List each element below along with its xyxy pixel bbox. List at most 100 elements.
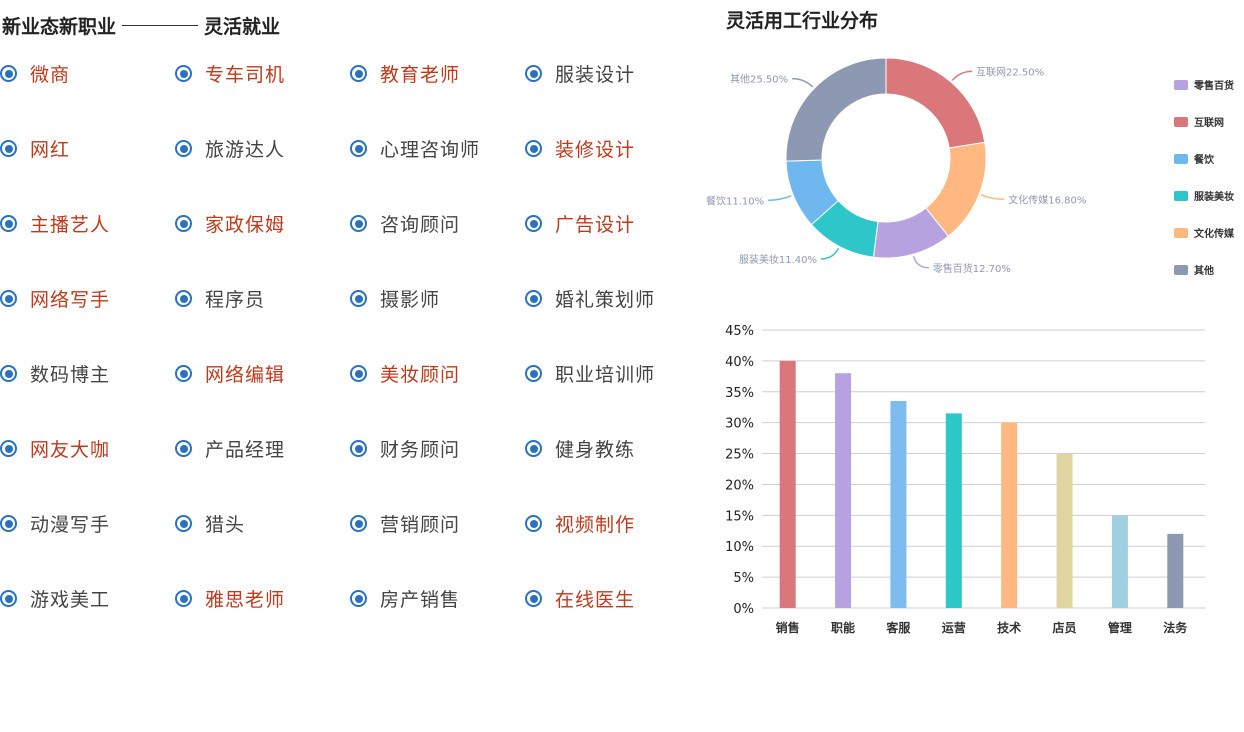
radio-bullet-icon — [175, 65, 192, 82]
radio-bullet-icon — [525, 140, 542, 157]
y-tick-label: 35% — [725, 386, 754, 401]
job-item[interactable]: 健身教练 — [525, 435, 635, 462]
radio-bullet-icon — [175, 215, 192, 232]
legend-item[interactable]: 餐饮 — [1174, 153, 1215, 166]
job-item[interactable]: 美妆顾问 — [350, 360, 460, 387]
job-item[interactable]: 雅思老师 — [175, 585, 285, 612]
job-label: 网友大咖 — [30, 439, 111, 461]
bar — [1111, 515, 1128, 608]
radio-bullet-icon — [175, 590, 192, 607]
y-tick-label: 15% — [725, 509, 754, 524]
radio-bullet-icon — [525, 215, 542, 232]
job-item[interactable]: 网络写手 — [0, 285, 110, 312]
job-item[interactable]: 职业培训师 — [525, 360, 655, 387]
job-label: 心理咨询师 — [380, 139, 481, 161]
slice-label: 其他25.50% — [730, 73, 788, 86]
job-label: 主播艺人 — [30, 214, 111, 236]
radio-bullet-icon — [0, 440, 17, 457]
radio-bullet-icon — [175, 515, 192, 532]
radio-bullet-icon — [0, 590, 17, 607]
job-label: 广告设计 — [555, 214, 636, 236]
y-tick-label: 30% — [725, 417, 754, 432]
radio-bullet-icon — [0, 365, 17, 382]
slice-label: 文化传媒16.80% — [1008, 193, 1086, 206]
radio-bullet-icon — [0, 65, 17, 82]
y-tick-label: 5% — [733, 571, 754, 586]
job-label: 装修设计 — [555, 139, 636, 161]
y-tick-label: 20% — [725, 478, 754, 493]
x-tick-label: 职能 — [831, 620, 855, 635]
job-label: 视频制作 — [555, 514, 636, 536]
bar — [890, 401, 907, 608]
job-item[interactable]: 数码博主 — [0, 360, 110, 387]
job-label: 职业培训师 — [555, 364, 656, 386]
legend-swatch — [1174, 228, 1188, 238]
x-tick-label: 运营 — [942, 620, 966, 635]
donut-chart: 互联网22.50% 文化传媒16.80% 零售百货12.70% 服装美妆11.40% 餐… — [706, 57, 1235, 277]
job-item[interactable]: 微商 — [0, 60, 70, 87]
legend-item[interactable]: 文化传媒 — [1174, 227, 1235, 240]
job-label: 摄影师 — [380, 289, 441, 311]
job-label: 咨询顾问 — [380, 214, 461, 236]
bar — [1056, 453, 1073, 608]
job-item[interactable]: 在线医生 — [525, 585, 635, 612]
radio-bullet-icon — [350, 140, 367, 157]
job-label: 家政保姆 — [205, 214, 286, 236]
job-item[interactable]: 视频制作 — [525, 510, 635, 537]
job-item[interactable]: 婚礼策划师 — [525, 285, 655, 312]
chart-title: 灵活用工行业分布 — [726, 10, 879, 32]
label-leader-line — [951, 70, 973, 81]
job-item[interactable]: 产品经理 — [175, 435, 285, 462]
job-item[interactable]: 摄影师 — [350, 285, 440, 312]
job-label: 财务顾问 — [380, 439, 461, 461]
bar — [779, 360, 796, 608]
radio-bullet-icon — [350, 290, 367, 307]
job-item[interactable]: 心理咨询师 — [350, 135, 480, 162]
legend-item[interactable]: 服装美妆 — [1174, 190, 1234, 203]
job-item[interactable]: 动漫写手 — [0, 510, 110, 537]
job-item[interactable]: 营销顾问 — [350, 510, 460, 537]
job-item[interactable]: 家政保姆 — [175, 210, 285, 237]
job-item[interactable]: 程序员 — [175, 285, 265, 312]
job-item[interactable]: 咨询顾问 — [350, 210, 460, 237]
job-item[interactable]: 财务顾问 — [350, 435, 460, 462]
label-leader-line — [792, 77, 814, 88]
job-label: 营销顾问 — [380, 514, 461, 536]
job-label: 网络编辑 — [205, 364, 286, 386]
legend-item[interactable]: 其他 — [1174, 264, 1214, 277]
section-title: 新业态新职业 灵活就业 — [2, 12, 280, 39]
legend-item[interactable]: 零售百货 — [1174, 79, 1234, 92]
job-label: 程序员 — [205, 289, 266, 311]
job-item[interactable]: 网络编辑 — [175, 360, 285, 387]
x-tick-label: 客服 — [885, 620, 911, 635]
job-item[interactable]: 游戏美工 — [0, 585, 110, 612]
x-tick-label: 法务 — [1163, 620, 1188, 635]
job-item[interactable]: 广告设计 — [525, 210, 635, 237]
job-label: 旅游达人 — [205, 139, 286, 161]
radio-bullet-icon — [350, 215, 367, 232]
slice-label: 餐饮11.10% — [706, 194, 764, 207]
job-item[interactable]: 网友大咖 — [0, 435, 110, 462]
radio-bullet-icon — [525, 440, 542, 457]
radio-bullet-icon — [175, 440, 192, 457]
job-item[interactable]: 房产销售 — [350, 585, 460, 612]
legend-item[interactable]: 互联网 — [1174, 116, 1224, 129]
job-label: 健身教练 — [555, 439, 636, 461]
job-item[interactable]: 服装设计 — [525, 60, 635, 87]
job-item[interactable]: 网红 — [0, 135, 70, 162]
job-label: 专车司机 — [205, 64, 286, 86]
radio-bullet-icon — [175, 290, 192, 307]
slice-label: 服装美妆11.40% — [739, 253, 817, 266]
section-title-main: 新业态新职业 — [2, 16, 117, 38]
job-item[interactable]: 猎头 — [175, 510, 245, 537]
radio-bullet-icon — [525, 65, 542, 82]
job-label: 教育老师 — [380, 64, 461, 86]
job-label: 美妆顾问 — [380, 364, 461, 386]
slice-label: 零售百货12.70% — [933, 262, 1011, 275]
job-item[interactable]: 旅游达人 — [175, 135, 285, 162]
job-item[interactable]: 专车司机 — [175, 60, 285, 87]
job-item[interactable]: 主播艺人 — [0, 210, 110, 237]
job-label: 游戏美工 — [30, 589, 111, 611]
job-item[interactable]: 教育老师 — [350, 60, 460, 87]
job-item[interactable]: 装修设计 — [525, 135, 635, 162]
